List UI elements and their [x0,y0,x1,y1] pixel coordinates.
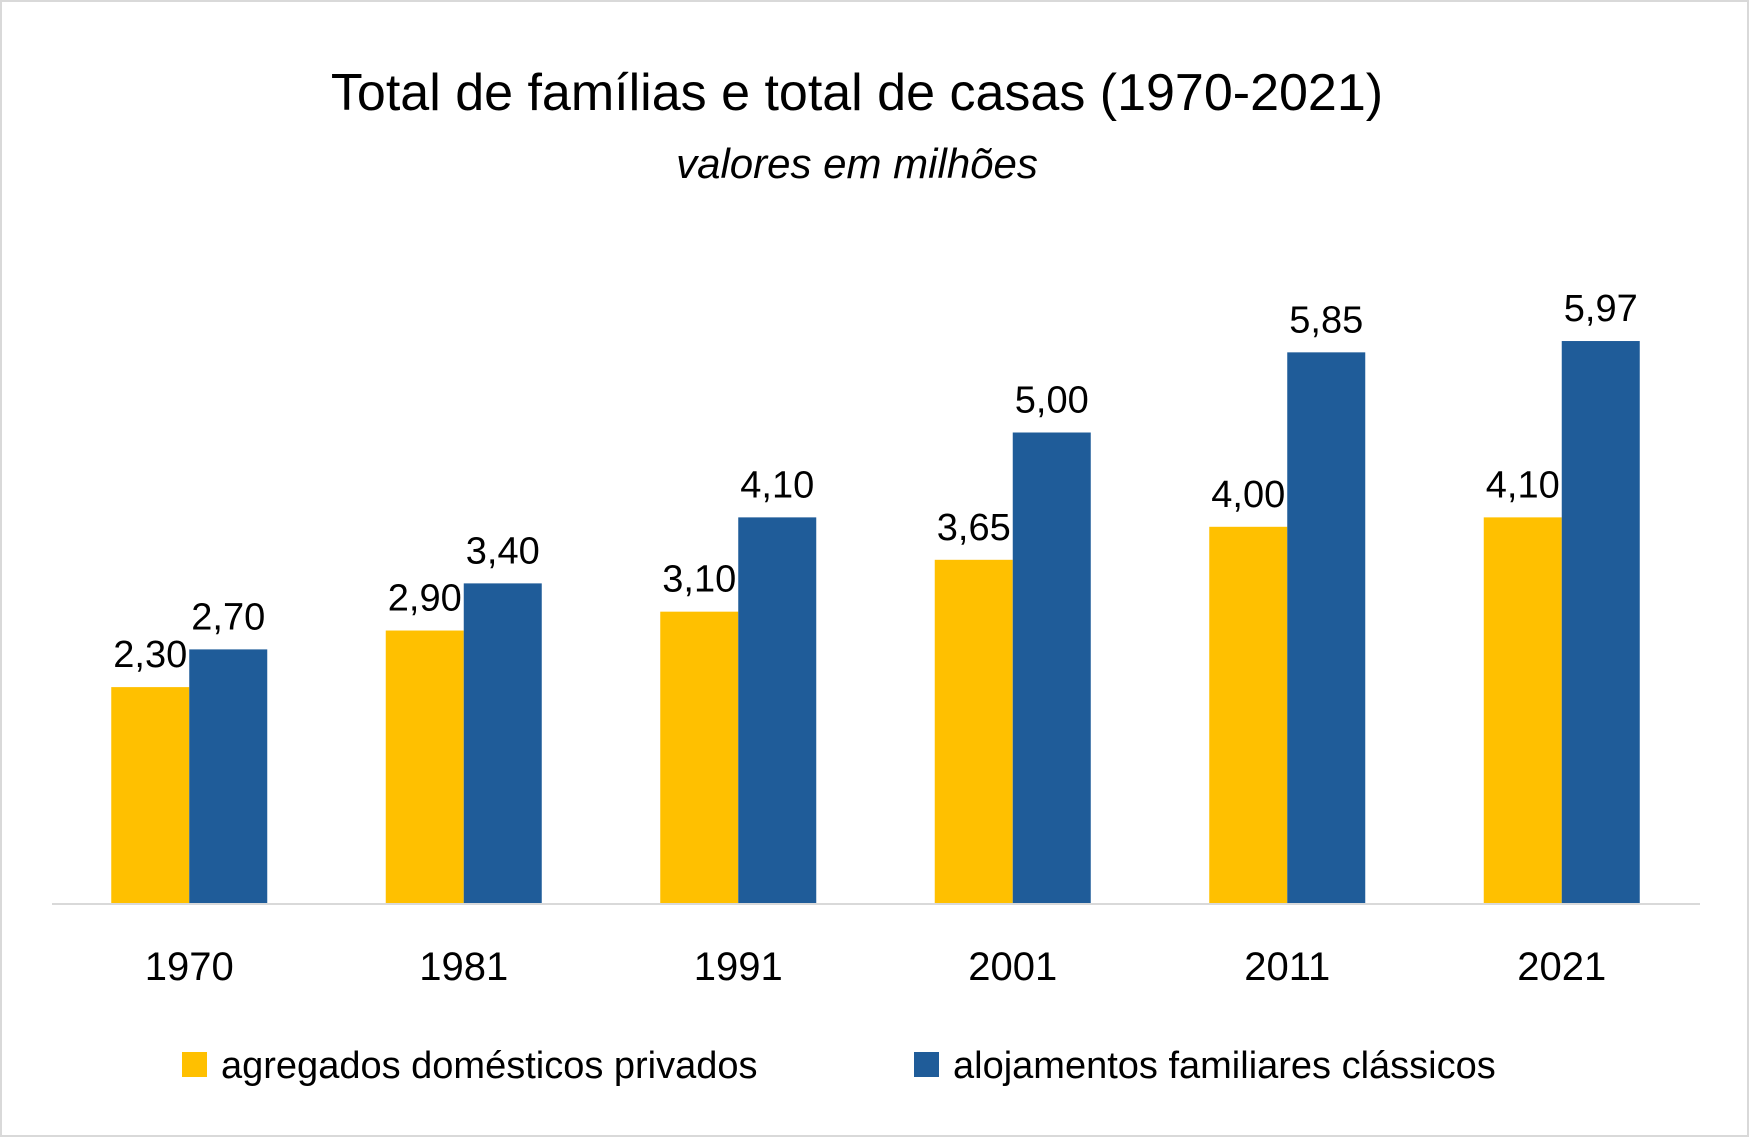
data-label-agregados-1970: 2,30 [113,634,187,676]
bar-agregados-2021 [1483,517,1562,904]
data-label-agregados-2011: 4,00 [1211,474,1285,516]
data-label-alojamentos-2021: 5,97 [1564,288,1638,330]
bar-alojamentos-1981 [463,583,542,904]
x-tick-label-1991: 1991 [694,945,783,989]
data-label-agregados-2001: 3,65 [937,507,1011,549]
x-tick-label-2021: 2021 [1517,945,1606,989]
bar-agregados-2001 [934,559,1013,904]
x-axis-tick-labels: 1970 1981 1991 2001 2011 2021 [145,945,1606,989]
bar-agregados-1970 [111,687,190,904]
legend-label-agregados: agregados domésticos privados [221,1045,758,1087]
bar-alojamentos-1970 [189,649,268,904]
data-labels-layer: 2,302,70 2,903,40 3,10 4,10 3,65 5,00 4,00 5,85… [113,288,1637,676]
bar-alojamentos-1991 [738,517,817,904]
x-tick-label-2011: 2011 [1244,945,1330,989]
bar-agregados-1991 [660,611,739,904]
x-tick-label-2001: 2001 [968,945,1057,989]
data-label-alojamentos-1970: 2,70 [191,596,265,638]
data-label-alojamentos-2001: 5,00 [1015,380,1089,422]
bar-alojamentos-2001 [1012,432,1091,904]
data-label-alojamentos-1981: 3,40 [466,530,540,572]
legend: agregados domésticos privados alojamentos… [182,1045,1496,1087]
x-tick-label-1981: 1981 [419,945,508,989]
chart-subtitle: valores em milhões [676,140,1038,187]
x-tick-label-1970: 1970 [145,945,234,989]
data-label-alojamentos-1991: 4,10 [740,464,814,506]
bar-agregados-2011 [1209,526,1288,904]
legend-swatch-agregados [182,1052,207,1077]
data-label-agregados-1981: 2,90 [388,578,462,620]
legend-label-alojamentos: alojamentos familiares clássicos [953,1045,1496,1087]
bar-alojamentos-2021 [1561,341,1640,904]
bar-agregados-1981 [385,630,464,904]
bar-alojamentos-2011 [1287,352,1366,905]
data-label-agregados-2021: 4,10 [1486,464,1560,506]
data-label-alojamentos-2011: 5,85 [1289,299,1363,341]
data-label-agregados-1991: 3,10 [662,559,736,601]
bars-layer [111,341,1640,905]
legend-swatch-alojamentos [914,1052,939,1077]
chart-title: Total de famílias e total de casas (1970… [331,64,1383,122]
